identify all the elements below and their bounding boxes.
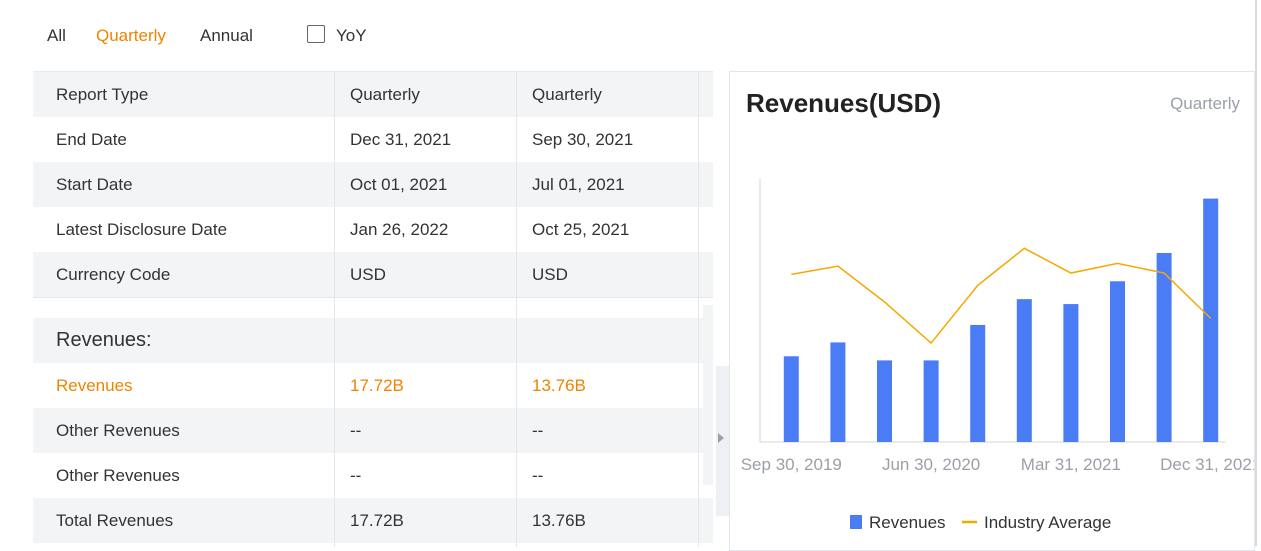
table-row: End Date Dec 31, 2021 Sep 30, 2021 — [33, 117, 713, 162]
section-divider — [33, 297, 713, 298]
revenue-bar — [783, 356, 799, 442]
period-tabs: All Quarterly Annual YoY — [0, 0, 700, 70]
revenue-bar — [970, 324, 986, 442]
table-row: Total Revenues 17.72B 13.76B — [33, 498, 713, 543]
row-label: Report Type — [56, 85, 149, 104]
x-tick-label: Jun 30, 2020 — [882, 455, 980, 474]
yoy-checkbox[interactable] — [307, 25, 325, 43]
table-row[interactable]: Revenues 17.72B 13.76B — [33, 363, 713, 408]
revenue-bar — [1156, 252, 1172, 442]
tab-all[interactable]: All — [47, 26, 66, 45]
revenue-bar — [1016, 299, 1032, 442]
revenue-chart: Sep 30, 2019 Jun 30, 2020 Mar 31, 2021 Dec … — [741, 179, 1255, 532]
legend-industry-label: Industry Average — [984, 513, 1111, 532]
revenue-bar — [1063, 304, 1079, 442]
table-row: Start Date Oct 01, 2021 Jul 01, 2021 — [33, 162, 713, 207]
tab-annual[interactable]: Annual — [200, 26, 253, 45]
chart-title: Revenues(USD) — [746, 88, 942, 118]
row-label: Currency Code — [56, 265, 171, 284]
legend-revenues-swatch — [850, 515, 862, 529]
x-tick-label: Mar 31, 2021 — [1021, 455, 1121, 474]
row-label: Latest Disclosure Date — [56, 220, 228, 239]
row-value: 17.72B — [350, 376, 404, 395]
row-value: -- — [532, 421, 544, 440]
row-value: -- — [532, 466, 544, 485]
row-value: USD — [532, 265, 568, 284]
x-tick-label: Dec 31, 2021 — [1160, 455, 1255, 474]
revenue-bar — [1110, 281, 1125, 442]
chart-period-label: Quarterly — [1170, 94, 1240, 113]
row-value: Jul 01, 2021 — [532, 175, 625, 194]
row-label: Other Revenues — [56, 421, 180, 440]
column-divider — [698, 72, 699, 547]
yoy-label: YoY — [336, 26, 367, 45]
row-value: USD — [350, 265, 386, 284]
financial-table: Report Type Quarterly Quarterly End Date… — [33, 71, 713, 547]
row-label: Total Revenues — [56, 511, 174, 530]
x-tick-label: Sep 30, 2019 — [741, 455, 842, 474]
table-row: Other Revenues -- -- — [33, 453, 713, 498]
row-value: 13.76B — [532, 511, 586, 530]
tab-quarterly[interactable]: Quarterly — [96, 26, 166, 45]
row-value: Quarterly — [532, 85, 602, 104]
industry-average-line — [791, 247, 1212, 345]
table-row: Currency Code USD USD — [33, 252, 713, 297]
revenue-bar — [1203, 198, 1219, 442]
column-divider — [334, 72, 335, 547]
column-divider — [516, 72, 517, 547]
table-row: Report Type Quarterly Quarterly — [33, 72, 713, 117]
row-value: -- — [350, 421, 362, 440]
table-row: Other Revenues -- -- — [33, 408, 713, 453]
row-label: Other Revenues — [56, 466, 180, 485]
legend-revenues-label: Revenues — [869, 513, 946, 532]
table-row: Latest Disclosure Date Jan 26, 2022 Oct … — [33, 207, 713, 252]
revenue-bar — [923, 360, 939, 442]
revenue-chart-card: Revenues(USD) Quarterly Sep 30, 2019 Jun … — [729, 71, 1255, 551]
row-value: Sep 30, 2021 — [532, 130, 634, 149]
revenue-bar — [877, 360, 892, 442]
revenue-bar — [830, 342, 846, 442]
table-scrollbar[interactable] — [703, 305, 713, 485]
row-value: Oct 25, 2021 — [532, 220, 630, 239]
row-label: Start Date — [56, 175, 133, 194]
section-title: Revenues: — [56, 329, 152, 351]
chevron-right-icon — [718, 433, 724, 443]
row-label: End Date — [56, 130, 127, 149]
row-label[interactable]: Revenues — [56, 376, 133, 395]
row-value: Oct 01, 2021 — [350, 175, 448, 194]
row-value: -- — [350, 466, 362, 485]
row-value: Jan 26, 2022 — [350, 220, 449, 239]
row-value: Quarterly — [350, 85, 420, 104]
row-value: Dec 31, 2021 — [350, 130, 452, 149]
row-value: 17.72B — [350, 511, 404, 530]
row-value: 13.76B — [532, 376, 586, 395]
window-edge — [1255, 0, 1257, 546]
section-header-row: Revenues: — [33, 318, 713, 363]
